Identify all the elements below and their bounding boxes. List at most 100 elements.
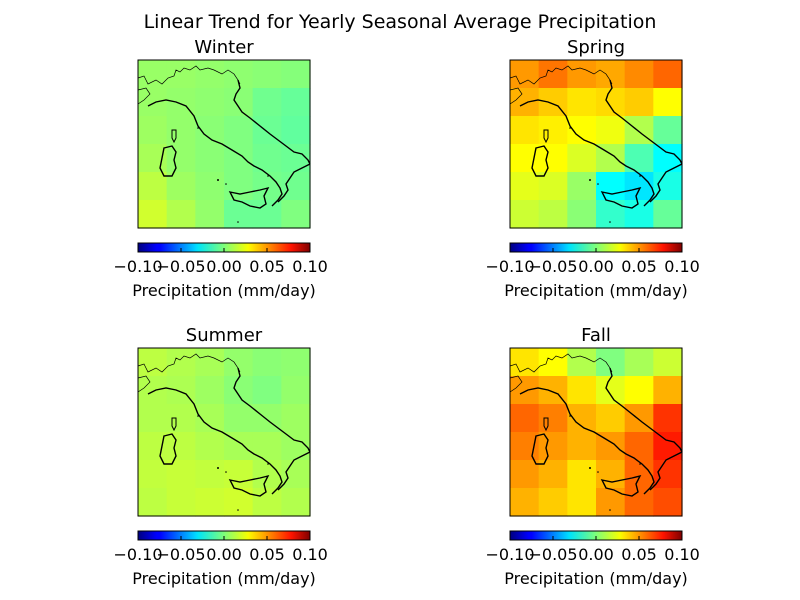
heatmap-cell [510,116,540,145]
heatmap-cell [653,348,683,377]
panel-title: Summer [186,325,263,346]
heatmap-cell [567,200,597,229]
heatmap-cell [195,488,225,517]
heatmap-cell [538,60,568,89]
heatmap-cell [596,376,626,405]
heatmap-cell [510,404,540,433]
heatmap-cell [596,200,626,229]
heatmap-cell [538,348,568,377]
heatmap-cell [138,88,168,117]
colorbar-tick-label: 0.10 [292,545,328,564]
heatmap-cell [166,144,196,173]
colorbar-tick-label: −0.10 [485,257,534,276]
colorbar-fall: −0.10 −0.05 0.00 0.05 0.10 Precipitation… [485,530,700,588]
heatmap-cell [567,348,597,377]
colorbar-label: Precipitation (mm/day) [504,569,688,588]
colorbar-winter: −0.10 −0.05 0.00 0.05 0.10 Precipitation… [113,242,328,300]
heatmap-cell [538,116,568,145]
heatmap-cell [538,172,568,201]
heatmap-cell [567,376,597,405]
heatmap-cell [281,60,311,89]
colorbar-tick-label: −0.05 [528,257,577,276]
heatmap-cell [510,432,540,461]
heatmap-cell [224,172,254,201]
heatmap-cell [195,376,225,405]
heatmap-cell [195,144,225,173]
heatmap-cell [224,404,254,433]
heatmap-cell [538,200,568,229]
heatmap-winter [137,59,311,229]
heatmap-cell [138,460,168,489]
heatmap-cells [510,60,683,229]
figure-title: Linear Trend for Yearly Seasonal Average… [144,11,657,33]
heatmap-cell [252,200,282,229]
colorbar-label: Precipitation (mm/day) [132,281,316,300]
plot-frame [137,347,311,517]
heatmap-cell [653,60,683,89]
heatmap-cell [624,88,654,117]
heatmap-cell [510,488,540,517]
heatmap-cell [653,488,683,517]
heatmap-cell [195,200,225,229]
heatmap-cell [567,172,597,201]
heatmap-cell [510,200,540,229]
heatmap-cell [653,200,683,229]
heatmap-cell [138,432,168,461]
colorbar-spring: −0.10 −0.05 0.00 0.05 0.10 Precipitation… [485,242,700,300]
heatmap-cell [567,404,597,433]
heatmap-summer [137,347,311,517]
heatmap-cell [281,200,311,229]
heatmap-cell [538,432,568,461]
heatmap-cell [624,172,654,201]
heatmap-cell [195,348,225,377]
heatmap-cell [653,116,683,145]
colorbar-tick-label: 0.00 [206,545,242,564]
heatmap-cell [252,88,282,117]
heatmap-cell [567,488,597,517]
heatmap-cell [195,432,225,461]
heatmap-cell [195,404,225,433]
heatmap-cell [195,116,225,145]
heatmap-cell [138,116,168,145]
heatmap-cell [653,376,683,405]
heatmap-cell [281,404,311,433]
heatmap-cell [138,488,168,517]
heatmap-cells [510,348,683,517]
heatmap-cell [252,460,282,489]
heatmap-cell [195,88,225,117]
heatmap-cell [510,60,540,89]
colorbar-tick-label: 0.05 [621,257,657,276]
heatmap-cell [567,116,597,145]
heatmap-cell [166,200,196,229]
heatmap-cell [195,60,225,89]
heatmap-cell [252,488,282,517]
colorbar-tick-label: −0.10 [485,545,534,564]
colorbar-tick-label: 0.05 [249,545,285,564]
heatmap-cell [224,88,254,117]
colorbar-tick-label: 0.10 [664,545,700,564]
colorbar-label: Precipitation (mm/day) [132,569,316,588]
colorbar-tick-label: 0.05 [621,545,657,564]
colorbar-tick-label: 0.10 [292,257,328,276]
heatmap-cell [224,460,254,489]
heatmap-cell [166,116,196,145]
heatmap-cells [138,60,311,229]
heatmap-cell [567,144,597,173]
heatmap-cell [138,404,168,433]
heatmap-cell [281,376,311,405]
heatmap-cell [624,460,654,489]
colorbar-tick-label: 0.00 [206,257,242,276]
heatmap-cell [567,460,597,489]
heatmap-cell [538,488,568,517]
heatmap-cell [596,172,626,201]
heatmap-cell [538,144,568,173]
heatmap-cell [510,88,540,117]
heatmap-cell [166,172,196,201]
plot-frame [509,59,683,229]
colorbar-tick-label: −0.05 [156,545,205,564]
heatmap-cell [195,460,225,489]
heatmap-cell [596,404,626,433]
heatmap-cell [166,60,196,89]
heatmap-cell [252,376,282,405]
heatmap-cells [138,348,311,517]
